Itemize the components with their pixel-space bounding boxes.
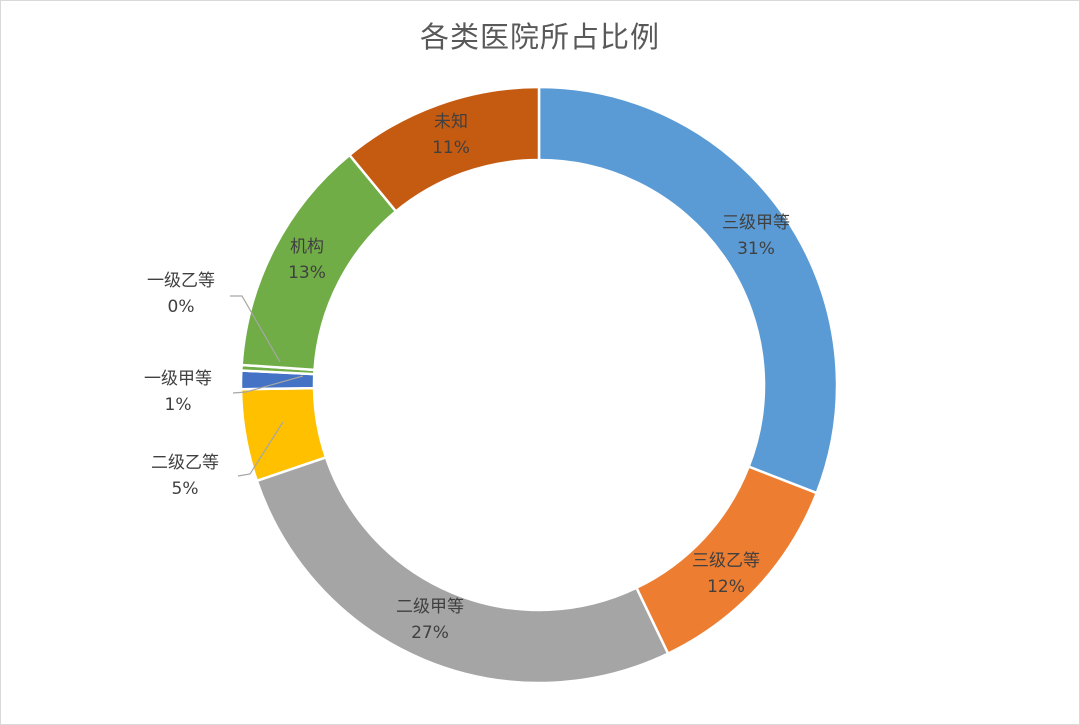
leader-line: [232, 375, 304, 394]
donut-slice-0: [537, 85, 839, 495]
chart-title: 各类医院所占比例: [419, 20, 660, 54]
slice-category-label: 一级甲等: [144, 369, 212, 389]
slice-category-label: 三级甲等: [722, 213, 790, 233]
slice-percent-label: 31%: [737, 239, 775, 259]
leader-line: [237, 421, 284, 477]
slice-percent-label: 27%: [411, 623, 449, 643]
slice-percent-label: 13%: [288, 263, 326, 283]
slice-category-label: 二级甲等: [396, 597, 464, 617]
donut-slice-7: [347, 85, 541, 214]
slice-percent-label: 12%: [707, 577, 745, 597]
slice-percent-label: 5%: [172, 479, 199, 499]
slice-category-label: 机构: [290, 237, 324, 257]
slice-category-label: 三级乙等: [692, 551, 760, 571]
donut-slice-2: [255, 455, 670, 685]
slice-category-label: 一级乙等: [147, 271, 215, 291]
slice-category-label: 二级乙等: [151, 453, 219, 473]
slice-percent-label: 11%: [432, 138, 470, 158]
slice-percent-label: 1%: [165, 395, 192, 415]
slice-percent-label: 0%: [168, 297, 195, 317]
slice-category-label: 未知: [434, 112, 468, 132]
leader-line: [230, 295, 281, 363]
